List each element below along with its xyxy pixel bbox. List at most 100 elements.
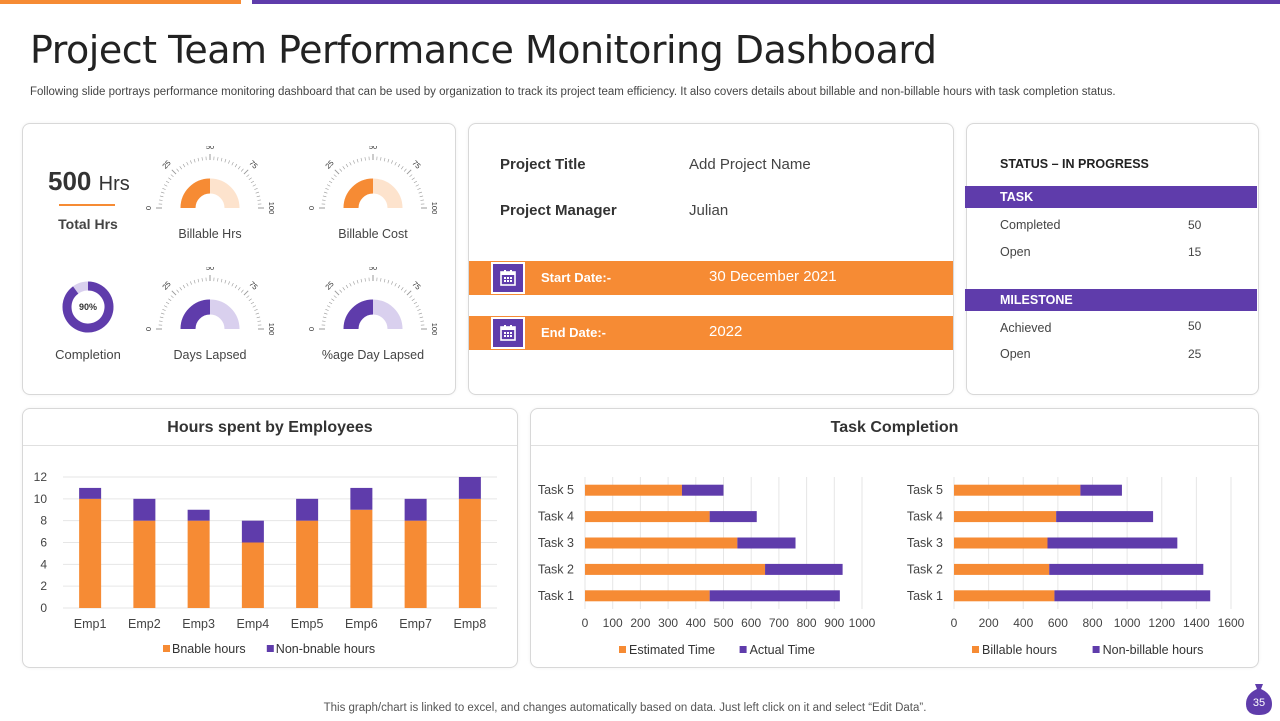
milestone-header: MILESTONE xyxy=(965,289,1257,311)
gauge-tick xyxy=(353,281,354,284)
gauge-tick xyxy=(251,302,254,304)
gauge-tick xyxy=(168,299,171,301)
gauge-tick xyxy=(417,188,420,189)
start-date-value[interactable]: 30 December 2021 xyxy=(709,268,837,285)
gauge-tick xyxy=(340,169,342,172)
completion-value: 90% xyxy=(79,302,97,312)
bar-orange xyxy=(585,511,710,522)
gauge-tick xyxy=(324,313,327,314)
bar-orange xyxy=(350,510,372,608)
x-tick-label: 200 xyxy=(979,616,999,630)
task-open-value: 15 xyxy=(1188,245,1201,259)
gauge-tick xyxy=(251,181,254,183)
project-title-value[interactable]: Add Project Name xyxy=(689,156,811,173)
gauge-tick xyxy=(381,157,382,160)
calendar-icon xyxy=(491,317,525,349)
gauge-tick xyxy=(256,313,259,314)
gauge-tick-label: 100 xyxy=(267,323,275,336)
legend-label: Billable hours xyxy=(982,643,1057,657)
completion-donut: 90% xyxy=(23,272,153,342)
gauge-tick xyxy=(409,296,412,298)
x-tick-label: 600 xyxy=(1048,616,1068,630)
x-tick-label: Emp1 xyxy=(74,617,107,631)
bar-purple xyxy=(350,488,372,510)
gauge-tick xyxy=(159,200,162,201)
bar-orange xyxy=(954,485,1080,496)
gauge-tick xyxy=(335,170,339,174)
task-header: TASK xyxy=(965,186,1257,208)
bar-orange xyxy=(405,521,427,608)
bar-purple xyxy=(242,521,264,543)
bar-purple xyxy=(459,477,481,499)
gauge-tick xyxy=(323,196,326,197)
gauge-tick xyxy=(161,313,164,314)
end-date-value[interactable]: 2022 xyxy=(709,323,742,340)
gauge-tick xyxy=(159,321,162,322)
gauge-tick xyxy=(202,278,203,281)
gauge-tick xyxy=(327,185,330,187)
gauge-tick xyxy=(244,291,248,295)
x-tick-label: 1200 xyxy=(1148,616,1175,630)
x-tick-label: 400 xyxy=(1013,616,1033,630)
gauge-tick xyxy=(256,192,259,193)
bar-orange xyxy=(188,521,210,608)
gauge-tick xyxy=(161,192,164,193)
bar-purple xyxy=(133,499,155,521)
gauge-tick xyxy=(162,309,165,310)
gauge-tick xyxy=(166,302,169,304)
gauge-tick xyxy=(329,302,332,304)
gauge-pct-day-lapsed: 0255075100%age Day Lapsed xyxy=(308,267,438,377)
end-date-label: End Date:- xyxy=(541,325,606,340)
y-tick-label: Task 4 xyxy=(538,510,574,524)
y-tick-label: Task 2 xyxy=(907,562,943,576)
gauge-tick xyxy=(166,181,169,183)
gauge-tick xyxy=(249,178,252,180)
gauge-tick xyxy=(420,317,423,318)
bar-purple xyxy=(737,538,795,549)
gauge-svg: 0255075100Billable Cost xyxy=(308,146,438,256)
x-tick-label: 700 xyxy=(769,616,789,630)
gauge-tick xyxy=(246,175,249,177)
x-tick-label: 800 xyxy=(797,616,817,630)
legend-label: Non-bnable hours xyxy=(276,642,375,656)
gauge-label: Billable Cost xyxy=(338,227,408,241)
gauge-tick xyxy=(365,157,366,160)
bar-purple xyxy=(1049,564,1203,575)
gauge-svg: 0255075100Days Lapsed xyxy=(145,267,275,377)
x-tick-label: 1000 xyxy=(1114,616,1141,630)
gauge-fill xyxy=(351,307,373,329)
gauge-tick xyxy=(350,162,352,165)
bar-orange xyxy=(585,590,710,601)
legend-label: Bnable hours xyxy=(172,642,246,656)
x-tick-label: 1400 xyxy=(1183,616,1210,630)
gauge-tick-label: 75 xyxy=(410,158,422,170)
y-tick-label: 10 xyxy=(34,492,48,506)
legend-swatch xyxy=(1093,646,1100,653)
start-date-label: Start Date:- xyxy=(541,270,611,285)
gauge-tick-label: 0 xyxy=(308,327,316,331)
task-completion-title: Task Completion xyxy=(531,409,1258,446)
page-number: 35 xyxy=(1253,697,1265,709)
gauge-tick xyxy=(346,285,348,288)
completion-donut-block: 90% Completion xyxy=(23,272,153,362)
gauge-tick xyxy=(388,159,389,162)
gauge-tick xyxy=(253,306,256,308)
gauge-tick xyxy=(388,280,389,283)
project-manager-value[interactable]: Julian xyxy=(689,202,728,219)
bar-purple xyxy=(188,510,210,521)
legend-swatch xyxy=(972,646,979,653)
gauge-tick xyxy=(398,164,400,167)
gauge-tick xyxy=(398,285,400,288)
status-card: STATUS – IN PROGRESS TASK Completed 50 O… xyxy=(966,123,1259,395)
bar-orange xyxy=(954,511,1056,522)
gauge-tick xyxy=(335,291,339,295)
gauge-tick xyxy=(401,287,403,290)
bar-purple xyxy=(405,499,427,521)
gauge-billable-cost: 0255075100Billable Cost xyxy=(308,146,438,256)
gauge-label: Days Lapsed xyxy=(174,348,247,362)
